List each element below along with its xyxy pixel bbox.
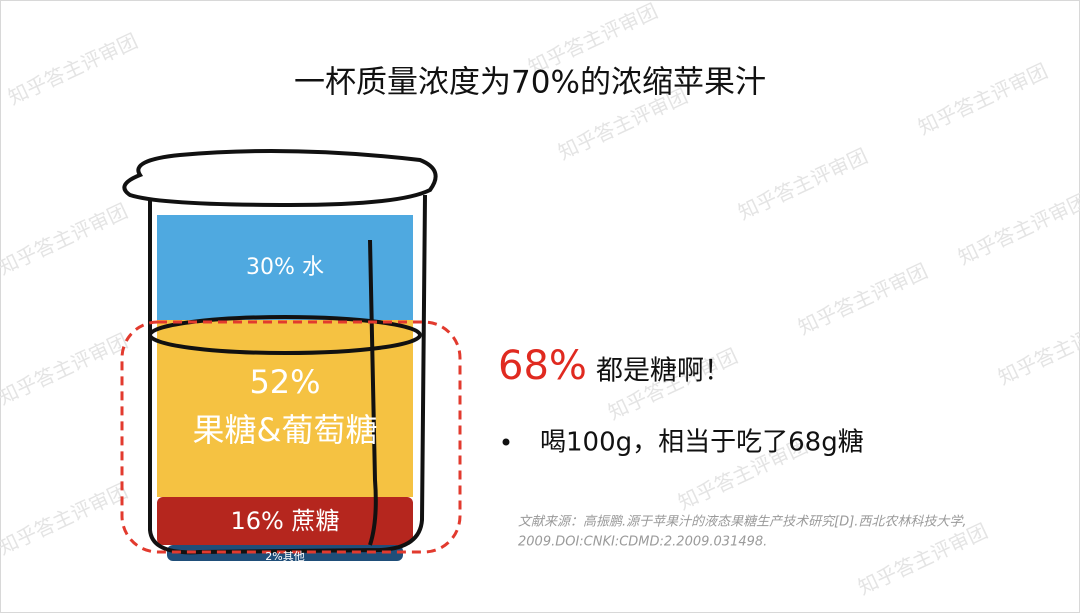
layer-label: 16% 蔗糖 xyxy=(231,507,340,535)
sugar-highlight-box xyxy=(120,320,462,554)
layer-sucrose xyxy=(157,497,413,545)
highlight-value: 68% xyxy=(498,343,587,389)
title: 一杯质量浓度为70%的浓缩苹果汁 xyxy=(294,65,766,101)
source-line: 2009.DOI:CNKI:CDMD:2.2009.031498. xyxy=(518,535,767,550)
stirring-rod xyxy=(368,239,378,546)
bullet-text: 喝100g，相当于吃了68g糖 xyxy=(540,428,864,458)
layer-label: 52% xyxy=(249,363,320,401)
beaker: 30% 水 52% 果糖&葡萄糖 16% 蔗糖 2%其他 xyxy=(120,149,462,563)
layer-sublabel: 果糖&葡萄糖 xyxy=(193,411,378,449)
source-line: 文献来源：高振鹏.源于苹果汁的液态果糖生产技术研究[D].西北农林科技大学, xyxy=(518,514,967,530)
layer-label: 2%其他 xyxy=(265,550,304,563)
beaker-rim xyxy=(122,149,438,208)
beaker-body xyxy=(148,194,427,555)
highlight-text: 都是糖啊！ xyxy=(596,356,731,387)
layer-label: 30% 水 xyxy=(246,255,324,280)
bullet-dot xyxy=(502,438,510,446)
